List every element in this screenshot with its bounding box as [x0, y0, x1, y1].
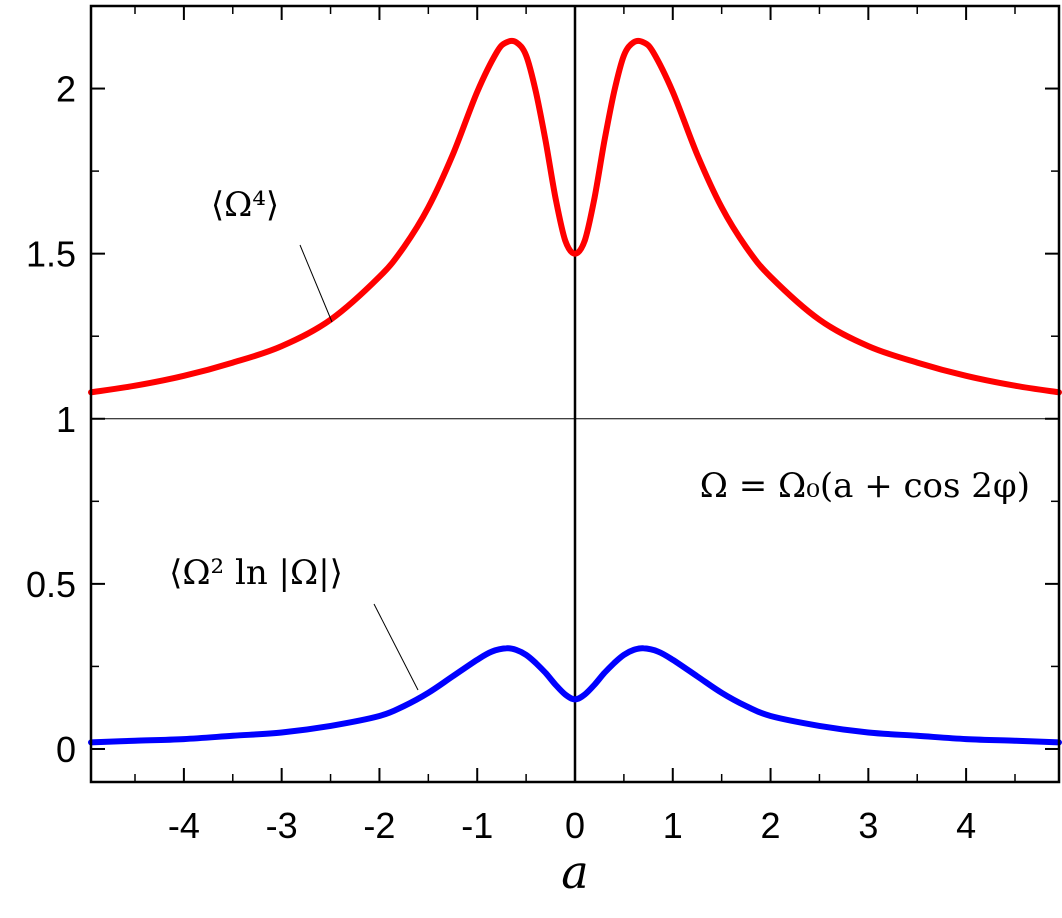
y-tick-label: 1	[56, 399, 76, 440]
x-tick-label: -4	[168, 805, 200, 846]
series-line-omega2ln	[88, 645, 1062, 746]
omega4-label: ⟨Ω⁴⟩	[211, 185, 279, 225]
x-tick-label: -3	[266, 805, 298, 846]
y-axis-ticks: 0 0.5 1 1.5 2	[26, 5, 1059, 770]
x-tick-label: 1	[663, 805, 683, 846]
x-tick-label: 3	[858, 805, 878, 846]
omega2ln-leader-line	[373, 603, 419, 691]
series-line-omega4	[88, 37, 1062, 396]
x-axis-label: a	[561, 845, 588, 899]
omega4-leader-line	[299, 244, 333, 323]
x-tick-label: 0	[565, 805, 585, 846]
y-tick-label: 1.5	[26, 234, 76, 275]
y-tick-label: 0.5	[26, 564, 76, 605]
y-tick-label: 2	[56, 69, 76, 110]
x-tick-label: 2	[761, 805, 781, 846]
plot-area	[88, 6, 1062, 782]
omega2ln-label: ⟨Ω² ln |Ω|⟩	[169, 553, 343, 593]
x-tick-label: -2	[363, 805, 395, 846]
x-tick-label: -1	[461, 805, 493, 846]
y-tick-label: 0	[56, 729, 76, 770]
formula-label: Ω = Ω₀(a + cos 2φ)	[700, 466, 1030, 506]
x-axis-ticks: -4 -3 -2 -1 0 1 2 3 4	[134, 6, 1016, 846]
x-tick-label: 4	[956, 805, 976, 846]
